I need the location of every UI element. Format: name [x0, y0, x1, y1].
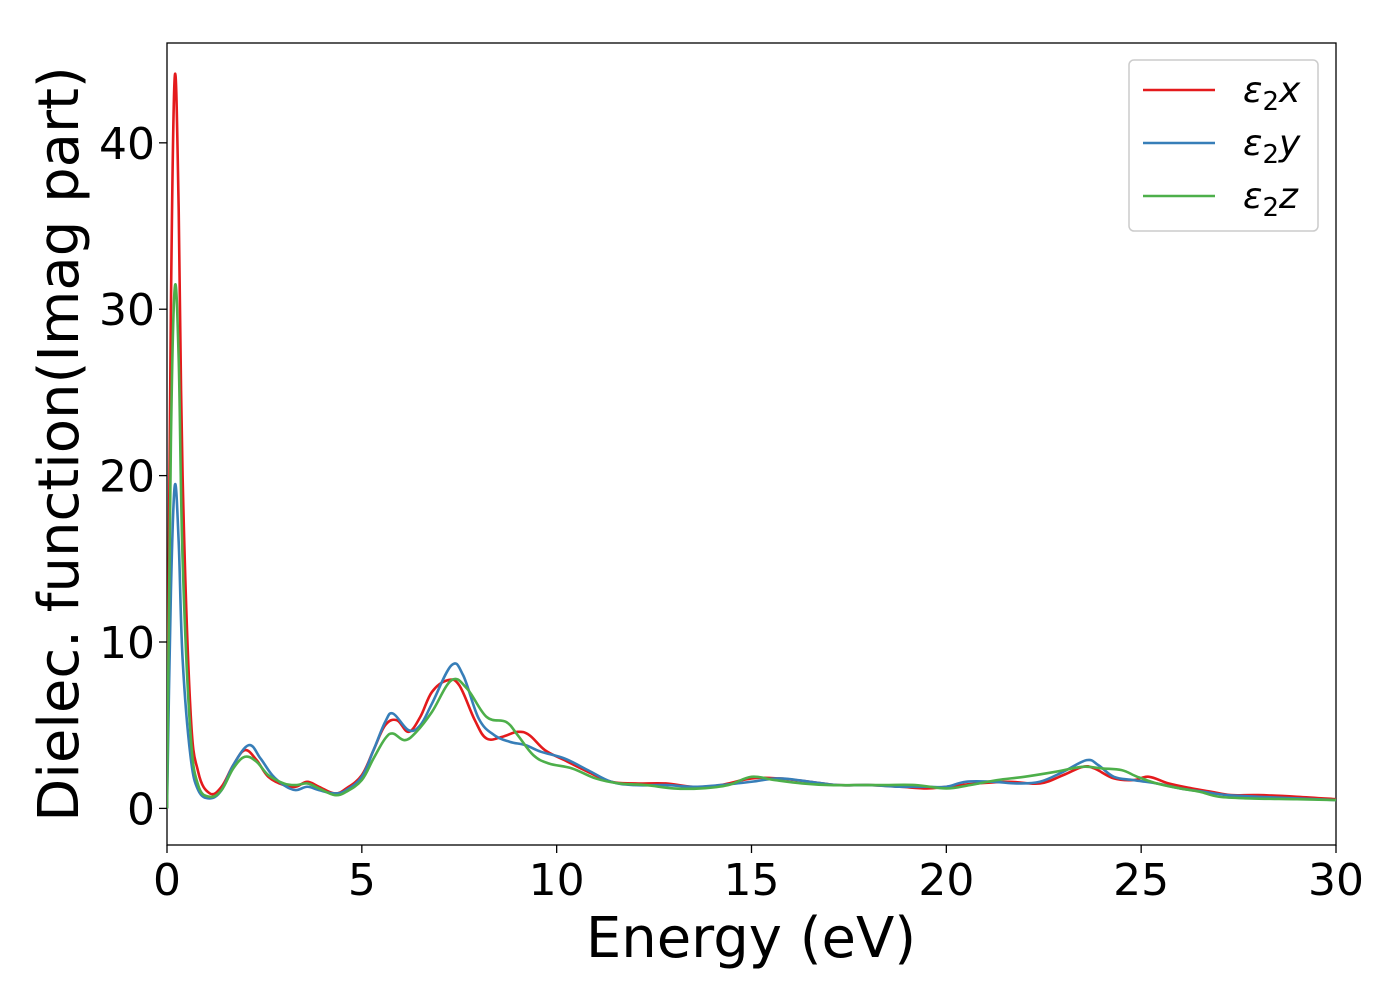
x-tick-label: 20: [918, 855, 974, 906]
y-tick-label: 40: [99, 119, 155, 170]
x-tick-label: 25: [1113, 855, 1169, 906]
y-axis: 0 10 20 30 40: [99, 119, 167, 835]
y-tick-label: 30: [99, 285, 155, 336]
series-layer: [167, 72, 1336, 809]
x-tick-label: 0: [153, 855, 181, 906]
x-axis-title: Energy (eV): [586, 906, 916, 971]
legend: ε2x ε2y ε2z: [1128, 59, 1319, 232]
y-tick-label: 10: [99, 618, 155, 669]
series-line-z: [167, 283, 1336, 809]
x-axis: 0 5 10 15 20 25 30: [153, 845, 1364, 906]
y-axis-title: Dielec. function(Imag part): [27, 66, 92, 822]
legend-label-y: ε2y: [1243, 123, 1301, 170]
x-tick-label: 30: [1308, 855, 1364, 906]
legend-label-z: ε2z: [1243, 176, 1299, 223]
legend-label-x: ε2x: [1243, 70, 1301, 117]
y-tick-label: 0: [127, 784, 155, 835]
x-tick-label: 15: [724, 855, 780, 906]
legend-frame: [1128, 59, 1319, 232]
x-tick-label: 5: [348, 855, 376, 906]
y-tick-label: 20: [99, 452, 155, 503]
x-tick-label: 10: [529, 855, 585, 906]
